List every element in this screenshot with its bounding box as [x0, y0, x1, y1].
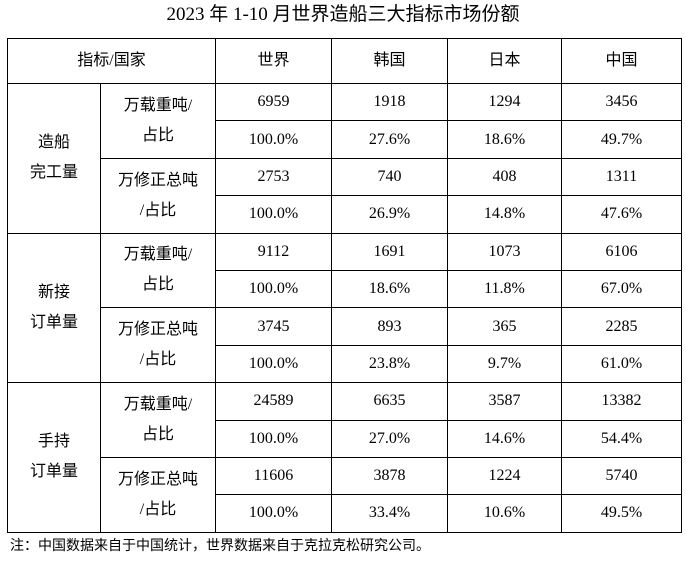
value-cell: 11606	[215, 456, 332, 496]
header-world: 世界	[215, 38, 332, 84]
value-row: 万修正总吨/占比 3745 893 365 2285	[8, 307, 682, 384]
share-cell: 18.6%	[447, 120, 562, 159]
value-cell: 2285	[561, 307, 682, 346]
metric-label-line: 占比	[141, 276, 174, 294]
value-row: 万修正总吨/占比 11606 3878 1224 5740	[8, 456, 682, 533]
value-cell: 6635	[331, 382, 448, 421]
value-cell: 3878	[331, 456, 448, 496]
group-label-line: 完工量	[29, 164, 78, 182]
value-cell: 1224	[447, 456, 562, 496]
value-row: 万修正总吨/占比 2753 740 408 1311	[8, 157, 682, 234]
value-cell: 3745	[215, 307, 332, 346]
share-cell: 14.6%	[447, 419, 562, 458]
metric-label: 万修正总吨/占比	[100, 307, 216, 384]
share-cell: 100.0%	[215, 195, 332, 234]
share-cell: 9.7%	[447, 344, 562, 384]
share-cell: 67.0%	[561, 269, 682, 309]
value-row: 手持 订单量 万载重吨/占比 24589 6635 3587 13382	[7, 382, 682, 533]
value-cell: 6106	[561, 232, 682, 271]
value-cell: 1918	[331, 82, 448, 122]
value-cell: 1294	[447, 82, 562, 122]
share-row: 100.0% 18.6% 11.8% 67.0%	[8, 269, 682, 309]
market-share-table: 指标/国家 世界 韩国 日本 中国 造船 完工量 万载重吨/占比 6959 1918 12…	[7, 38, 682, 533]
group-label: 新接 订单量	[7, 232, 101, 384]
share-cell: 33.4%	[331, 494, 448, 533]
header-row: 指标/国家 世界 韩国 日本 中国	[7, 38, 682, 84]
metric-label: 万载重吨/占比	[100, 232, 216, 309]
value-cell: 408	[447, 157, 562, 197]
share-cell: 100.0%	[215, 269, 332, 309]
metric-label-line: 万修正总吨	[117, 470, 198, 488]
share-cell: 100.0%	[215, 120, 332, 159]
share-cell: 100.0%	[215, 344, 332, 384]
metric-label: 万载重吨/占比	[100, 83, 216, 159]
metric-label-line: /占比	[139, 351, 177, 369]
header-corner: 指标/国家	[7, 38, 216, 84]
table-title: 2023 年 1-10 月世界造船三大指标市场份额	[166, 4, 520, 25]
value-cell: 893	[331, 307, 448, 346]
header-japan: 日本	[447, 38, 562, 84]
group-label: 造船 完工量	[7, 83, 101, 234]
share-cell: 27.0%	[331, 419, 448, 458]
value-row: 新接 订单量 万载重吨/占比 9112 1691 1073 6106	[7, 232, 682, 384]
value-cell: 1691	[331, 232, 448, 271]
metric-label-line: 万载重吨/	[123, 246, 193, 264]
footnote: 注：中国数据来自于中国统计，世界数据来自于克拉克松研究公司。	[10, 539, 430, 554]
share-cell: 61.0%	[561, 344, 682, 384]
share-row: 100.0% 27.6% 18.6% 49.7%	[8, 120, 682, 159]
value-cell: 24589	[215, 382, 332, 421]
metric-label-line: /占比	[139, 500, 177, 518]
group-label-line: 手持	[37, 433, 70, 451]
value-cell: 2753	[215, 157, 332, 197]
header-korea: 韩国	[331, 38, 448, 84]
group-label-line: 订单量	[29, 313, 78, 331]
metric-label-line: 万载重吨/	[123, 396, 193, 414]
metric-label-line: 万修正总吨	[117, 171, 198, 189]
metric-label: 万修正总吨/占比	[100, 157, 216, 234]
value-cell: 6959	[215, 82, 332, 122]
share-cell: 18.6%	[331, 269, 448, 309]
metric-label-line: 占比	[141, 126, 174, 144]
share-cell: 49.5%	[561, 494, 682, 533]
value-cell: 1073	[447, 232, 562, 271]
share-cell: 100.0%	[215, 494, 332, 533]
value-cell: 740	[331, 157, 448, 197]
group-label: 手持 订单量	[7, 382, 101, 533]
value-row: 造船 完工量 万载重吨/占比 6959 1918 1294 3456	[7, 82, 682, 234]
share-cell: 54.4%	[561, 419, 682, 458]
metric-label: 万载重吨/占比	[100, 382, 216, 458]
header-china: 中国	[561, 38, 682, 84]
share-cell: 26.9%	[331, 195, 448, 234]
metric-label-line: /占比	[139, 201, 177, 219]
metric-label-line: 万载重吨/	[123, 96, 193, 114]
metric-label-line: 万修正总吨	[117, 321, 198, 339]
group-label-line: 订单量	[29, 463, 78, 481]
value-cell: 365	[447, 307, 562, 346]
share-row: 100.0% 27.0% 14.6% 54.4%	[8, 419, 682, 458]
value-cell: 5740	[561, 456, 682, 496]
group-label-line: 新接	[37, 283, 70, 301]
group-label-line: 造船	[37, 134, 70, 152]
share-cell: 10.6%	[447, 494, 562, 533]
share-cell: 49.7%	[561, 120, 682, 159]
metric-label-line: 占比	[141, 426, 174, 444]
share-row: 100.0% 23.8% 9.7% 61.0%	[8, 344, 682, 384]
share-cell: 27.6%	[331, 120, 448, 159]
value-cell: 3456	[561, 82, 682, 122]
share-row: 100.0% 26.9% 14.8% 47.6%	[8, 195, 682, 234]
share-cell: 100.0%	[215, 419, 332, 458]
metric-label: 万修正总吨/占比	[100, 456, 216, 533]
value-cell: 1311	[561, 157, 682, 197]
share-cell: 11.8%	[447, 269, 562, 309]
value-cell: 13382	[561, 382, 682, 421]
value-cell: 9112	[215, 232, 332, 271]
value-cell: 3587	[447, 382, 562, 421]
share-cell: 23.8%	[331, 344, 448, 384]
share-cell: 14.8%	[447, 195, 562, 234]
share-cell: 47.6%	[561, 195, 682, 234]
share-row: 100.0% 33.4% 10.6% 49.5%	[8, 494, 682, 533]
